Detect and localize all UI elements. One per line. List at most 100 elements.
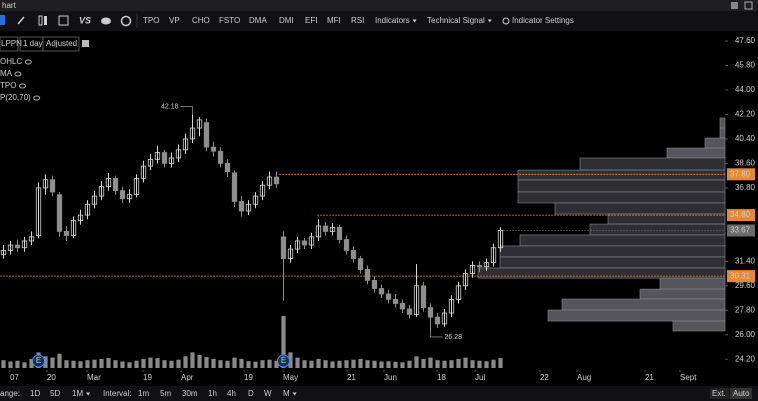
candle-body [189,127,196,140]
footer-item[interactable]: 1M [72,389,83,398]
toolbar-button[interactable]: DMA [249,16,267,25]
footer-button-box [710,388,729,399]
footer-item[interactable]: W [264,389,272,398]
candle-body [490,247,497,264]
volume-bar [470,360,475,368]
candle-body [385,293,392,300]
toolbar-button[interactable]: Indicators [375,16,410,25]
candle-body [434,316,441,325]
visibility-icon[interactable] [24,59,32,65]
toolbar-button[interactable]: CHO [192,16,210,25]
visibility-icon[interactable] [14,71,22,77]
toolbar-button[interactable]: TPO [143,16,159,25]
settings-icon[interactable] [82,40,89,47]
study-label[interactable]: TPO [0,81,16,90]
window-icon[interactable] [731,2,738,9]
volume-bar [309,360,314,368]
candle-body [35,187,42,236]
event-label[interactable]: E [281,356,286,365]
settings-icon[interactable] [502,17,510,25]
window-icon[interactable] [744,1,753,10]
volume-profile-bar [477,267,726,279]
period[interactable]: 1 day [23,39,43,48]
volume-bar [344,360,349,368]
footer-item[interactable]: Ext. [712,389,726,398]
visibility-icon[interactable] [33,95,41,101]
candle-body [280,236,287,260]
price-label-box [727,270,755,283]
footer-item[interactable]: 1m [138,389,149,398]
x-tick-label: 19 [244,373,253,382]
footer-item: ange: [0,389,20,398]
y-tick-label: 45.80 [735,61,756,70]
symbol-box[interactable] [0,36,19,52]
candle-body [238,201,245,212]
volume-bar [351,359,356,368]
tool-icon[interactable] [38,15,43,26]
y-tick-label: 29.60 [735,281,756,290]
tool-icon[interactable] [0,15,5,25]
volume-profile-bar [666,147,726,159]
volume-profile-bar [659,277,726,290]
footer-item[interactable]: 5D [50,389,60,398]
event-marker[interactable] [32,354,46,368]
event-marker[interactable] [277,354,291,368]
volume-profile-bar [719,127,726,139]
volume-bar [421,358,426,368]
footer-bar [0,386,758,401]
tool-icon[interactable] [101,17,111,25]
dropdown-caret [86,392,91,396]
candle-body [140,165,147,179]
candle-body [308,236,315,246]
footer-item[interactable]: 5m [160,389,171,398]
tool-icon[interactable] [17,16,25,25]
symbol[interactable]: LPPN [1,39,22,48]
footer-item[interactable]: M [283,389,290,398]
mode-box[interactable] [42,36,80,52]
study-label[interactable]: MA [0,69,13,78]
last-price-label: 33.67 [730,226,751,235]
volume-bar [365,360,370,368]
toolbar-button[interactable]: Indicator Settings [512,16,574,25]
toolbar-button[interactable]: Technical Signal [427,16,485,25]
toolbar-button[interactable]: VP [169,16,180,25]
tool-icon[interactable] [120,15,132,27]
volume-bar [120,361,125,368]
volume-bar [176,359,181,368]
footer-button-box [730,388,752,399]
volume-bar [1,360,6,368]
toolbar-button[interactable]: RSI [351,16,364,25]
toolbar-button[interactable]: DMI [279,16,294,25]
visibility-icon[interactable] [18,83,26,89]
study-label[interactable]: OHLC [0,57,22,66]
footer-item[interactable]: Auto [733,389,750,398]
footer-item[interactable]: 30m [182,389,198,398]
volume-bar [155,358,160,368]
candle-body [315,225,322,238]
candle-body [77,214,84,221]
candle-body [427,307,434,318]
volume-bar [15,360,20,368]
volume-bar [456,358,461,368]
volume-bar [162,360,167,368]
tool-icon[interactable]: VS [79,15,91,25]
tool-icon[interactable] [58,15,69,26]
toolbar-button[interactable]: EFI [305,16,317,25]
toolbar-button[interactable]: FSTO [219,16,240,25]
toolbar-button[interactable]: MFI [327,16,341,25]
footer-item[interactable]: 1D [30,389,40,398]
footer-item[interactable]: 1h [208,389,217,398]
footer-item[interactable]: 4h [227,389,236,398]
volume-profile-bar [639,288,726,300]
candle-body [455,285,462,300]
volume-profile-bar [499,256,726,269]
event-label[interactable]: E [36,356,41,365]
study-label[interactable]: P(20,70) [0,93,31,102]
y-tick-label: 38.60 [735,159,756,168]
footer-item[interactable]: D [248,389,254,398]
mode[interactable]: Adjusted [46,39,77,48]
tool-icon[interactable] [44,16,47,25]
candle-body [161,152,168,164]
candle-body [98,186,105,197]
